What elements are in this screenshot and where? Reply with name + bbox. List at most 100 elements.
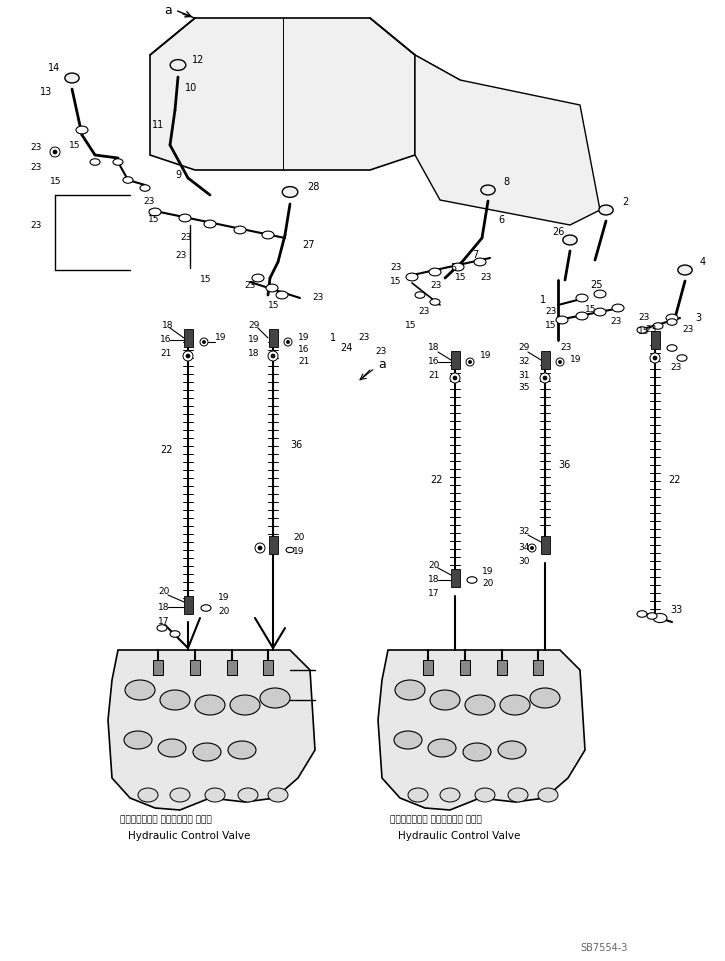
Text: a: a — [164, 4, 172, 16]
Text: 29: 29 — [248, 321, 260, 330]
Text: ハイドロリック コントロール バルブ: ハイドロリック コントロール バルブ — [120, 816, 212, 825]
Ellipse shape — [170, 60, 186, 70]
Text: 31: 31 — [518, 371, 529, 380]
Ellipse shape — [125, 680, 155, 700]
Ellipse shape — [183, 351, 193, 361]
Text: 15: 15 — [455, 274, 466, 283]
Bar — [451, 351, 460, 369]
Text: 15: 15 — [148, 215, 160, 225]
Text: 32: 32 — [518, 357, 529, 366]
Ellipse shape — [394, 731, 422, 749]
Ellipse shape — [205, 788, 225, 802]
Ellipse shape — [500, 695, 530, 715]
Ellipse shape — [429, 268, 441, 276]
Polygon shape — [150, 18, 415, 170]
Text: 23: 23 — [430, 281, 442, 289]
Text: 23: 23 — [244, 281, 255, 289]
Ellipse shape — [508, 788, 528, 802]
Text: 35: 35 — [518, 383, 529, 392]
Text: 18: 18 — [428, 343, 439, 353]
Text: 27: 27 — [302, 240, 315, 250]
Text: 22: 22 — [668, 475, 681, 485]
Ellipse shape — [186, 354, 190, 358]
Polygon shape — [378, 650, 585, 810]
Bar — [269, 536, 278, 554]
Text: 26: 26 — [552, 227, 564, 237]
Ellipse shape — [90, 159, 100, 165]
Ellipse shape — [138, 788, 158, 802]
Ellipse shape — [430, 690, 460, 710]
Bar — [533, 660, 543, 675]
Ellipse shape — [262, 231, 274, 239]
Text: 16: 16 — [160, 335, 172, 344]
Ellipse shape — [498, 741, 526, 759]
Text: 19: 19 — [480, 352, 492, 360]
Text: 15: 15 — [545, 321, 557, 330]
Text: 10: 10 — [185, 83, 197, 93]
Ellipse shape — [195, 695, 225, 715]
Ellipse shape — [276, 291, 288, 299]
Text: 23: 23 — [143, 198, 154, 207]
Ellipse shape — [531, 547, 534, 550]
Text: 9: 9 — [175, 170, 181, 180]
Text: 5: 5 — [450, 263, 456, 273]
Ellipse shape — [666, 314, 678, 322]
Ellipse shape — [234, 226, 246, 234]
Text: 23: 23 — [610, 317, 621, 327]
Text: 19: 19 — [298, 333, 310, 342]
Ellipse shape — [113, 159, 123, 165]
Text: 20: 20 — [218, 607, 229, 617]
Bar — [460, 660, 470, 675]
Ellipse shape — [453, 376, 457, 380]
Text: 33: 33 — [670, 605, 682, 615]
Text: 16: 16 — [428, 357, 439, 366]
Polygon shape — [108, 650, 315, 810]
Ellipse shape — [558, 360, 562, 363]
Bar — [227, 660, 237, 675]
Ellipse shape — [170, 630, 180, 637]
Text: 12: 12 — [192, 55, 204, 65]
Ellipse shape — [76, 126, 88, 134]
Text: 36: 36 — [290, 440, 302, 450]
Ellipse shape — [538, 788, 558, 802]
Ellipse shape — [667, 319, 677, 325]
Ellipse shape — [50, 147, 60, 157]
Text: 19: 19 — [293, 548, 304, 556]
Ellipse shape — [170, 788, 190, 802]
Ellipse shape — [530, 688, 560, 708]
Bar — [184, 596, 193, 614]
Ellipse shape — [123, 177, 133, 184]
Ellipse shape — [677, 355, 687, 361]
Bar — [451, 569, 460, 587]
Text: 1: 1 — [330, 333, 336, 343]
Text: 24: 24 — [340, 343, 352, 353]
Ellipse shape — [140, 185, 150, 191]
Text: 13: 13 — [40, 87, 52, 97]
Text: 19: 19 — [218, 594, 230, 603]
Ellipse shape — [475, 788, 495, 802]
Text: 22: 22 — [160, 445, 173, 455]
Text: 14: 14 — [48, 63, 60, 73]
Ellipse shape — [160, 690, 190, 710]
Text: 23: 23 — [180, 234, 191, 242]
Text: Hydraulic Control Valve: Hydraulic Control Valve — [128, 831, 250, 841]
Text: 23: 23 — [375, 348, 386, 357]
Ellipse shape — [543, 376, 547, 380]
Text: 20: 20 — [158, 587, 170, 597]
Text: 17: 17 — [428, 588, 439, 598]
Text: 17: 17 — [158, 618, 170, 627]
Text: 15: 15 — [585, 306, 597, 314]
Ellipse shape — [271, 354, 275, 358]
Text: 16: 16 — [298, 346, 310, 355]
Text: 1: 1 — [540, 295, 546, 305]
Text: 23: 23 — [560, 343, 571, 353]
Ellipse shape — [428, 739, 456, 757]
Text: 3: 3 — [695, 313, 701, 323]
Ellipse shape — [599, 205, 613, 215]
Text: 15: 15 — [268, 301, 280, 309]
Ellipse shape — [193, 743, 221, 761]
Ellipse shape — [415, 292, 425, 298]
Ellipse shape — [268, 351, 278, 361]
Text: 23: 23 — [30, 143, 41, 153]
Ellipse shape — [201, 604, 211, 611]
